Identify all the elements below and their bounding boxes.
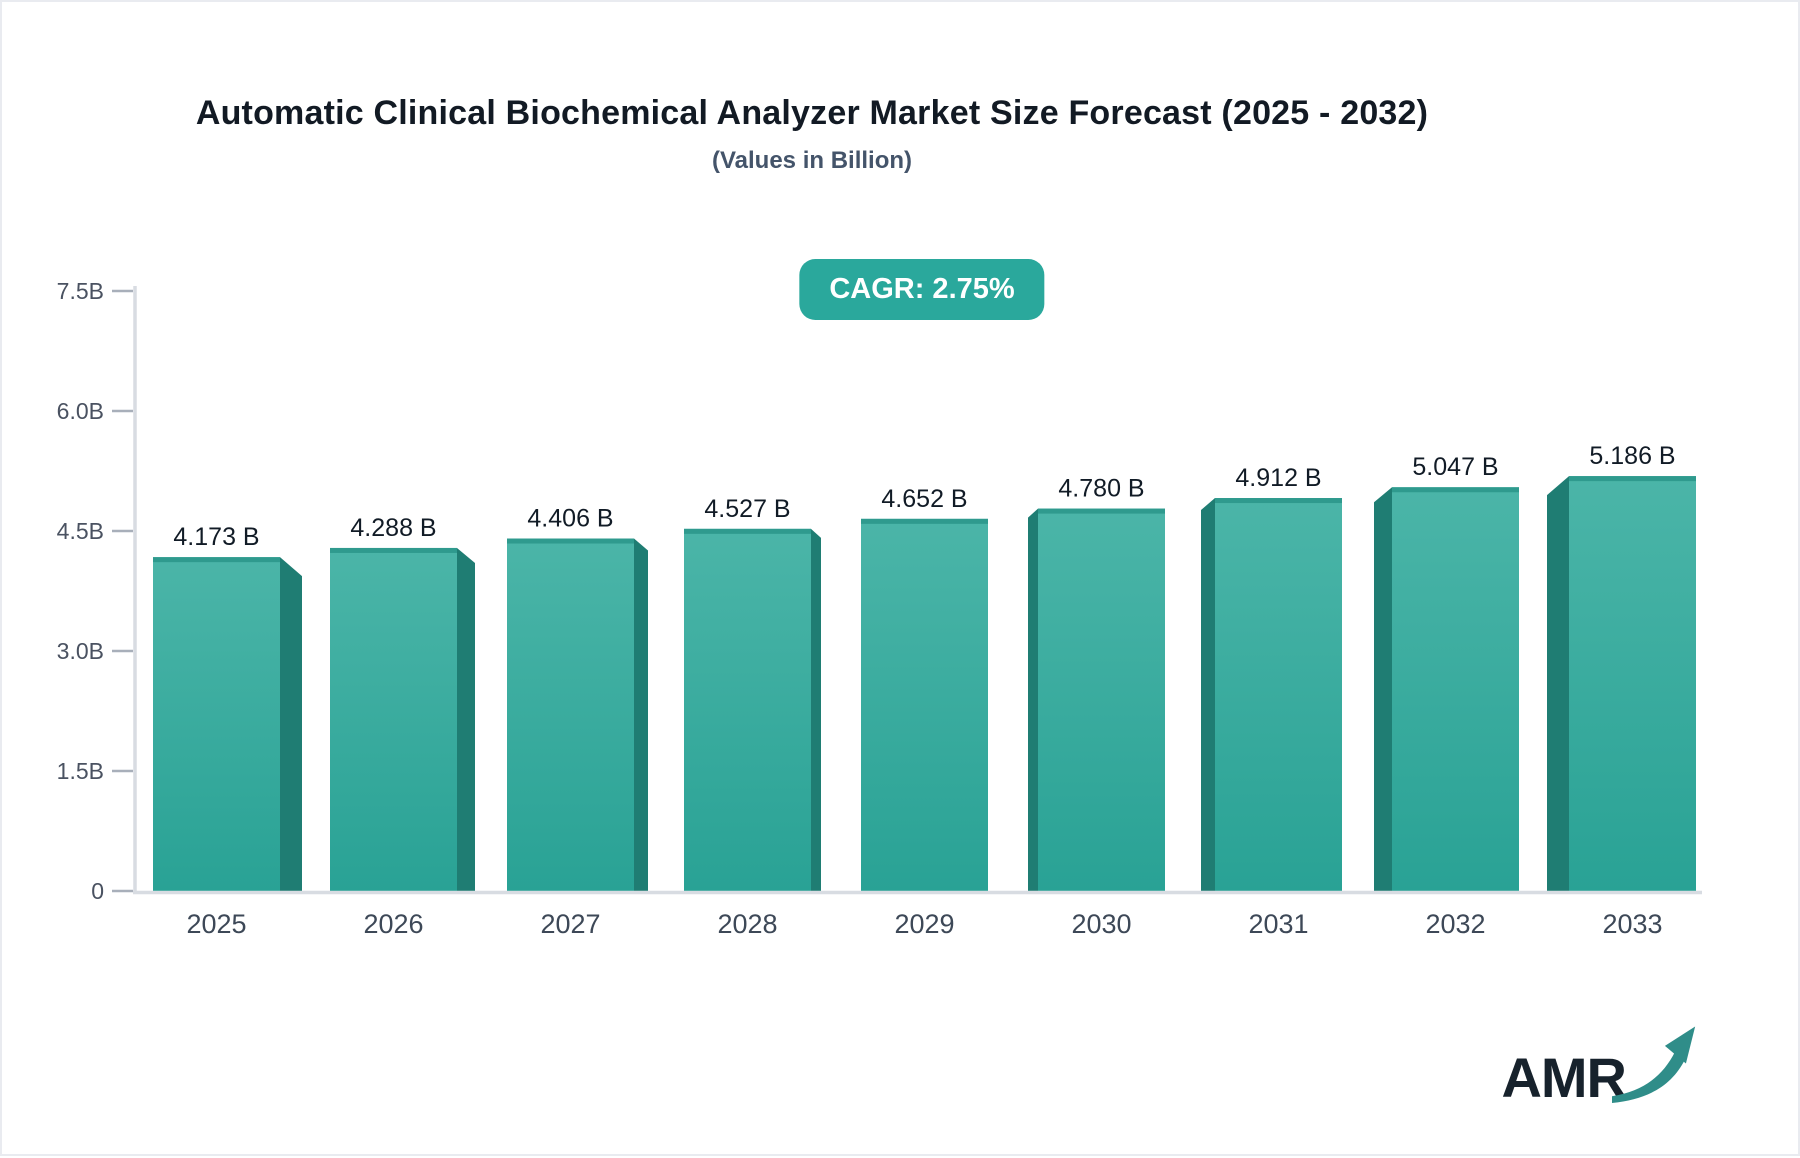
bar-top-edge — [861, 518, 988, 524]
x-axis-label: 2027 — [540, 909, 600, 939]
bar-value-label: 5.186 B — [1589, 442, 1675, 470]
bar-2028: 4.527 B 2028 — [684, 495, 821, 939]
bar-front-face — [1215, 498, 1342, 891]
bar-top-edge — [330, 547, 457, 553]
bar-side-face — [634, 538, 648, 891]
growth-arrow-icon — [1612, 1026, 1696, 1103]
bar-top-edge — [1392, 487, 1519, 493]
bar-top-edge — [507, 538, 634, 544]
bar-front-face — [1038, 508, 1165, 891]
bar-value-label: 4.912 B — [1235, 464, 1321, 492]
x-axis-label: 2031 — [1248, 909, 1308, 939]
y-tick-label: 1.5B — [57, 758, 104, 784]
bar-value-label: 4.406 B — [527, 505, 613, 533]
bar-top-edge — [153, 557, 280, 563]
bar-value-label: 4.173 B — [173, 523, 259, 551]
bar-top-edge — [1038, 508, 1165, 514]
chart-subtitle: (Values in Billion) — [711, 147, 913, 174]
y-tick-label: 4.5B — [57, 518, 104, 544]
bar-side-face — [1028, 508, 1038, 891]
amr-logo: AMR — [1501, 1020, 1696, 1106]
x-axis-label: 2029 — [894, 909, 954, 939]
chart-title: Automatic Clinical Biochemical Analyzer … — [195, 94, 1429, 132]
bar-value-label: 5.047 B — [1412, 453, 1498, 481]
bar-front-face — [507, 538, 634, 891]
bar-2033: 5.186 B 2033 — [1547, 442, 1696, 939]
bar-value-label: 4.780 B — [1058, 475, 1144, 503]
bar-side-face — [1547, 476, 1569, 891]
x-axis-label: 2033 — [1602, 909, 1662, 939]
cagr-badge: CAGR: 2.75% — [799, 259, 1045, 320]
y-tick-label: 6.0B — [57, 398, 104, 424]
bar-2025: 4.173 B 2025 — [153, 523, 302, 939]
bar-front-face — [1392, 487, 1519, 891]
bar-side-face — [1201, 498, 1215, 891]
bar-front-face — [861, 518, 988, 891]
x-axis-label: 2028 — [717, 909, 777, 939]
y-tick-label: 7.5B — [57, 278, 104, 304]
y-tick-label: 0 — [91, 878, 104, 904]
bar-2029: 4.652 B 2029 — [861, 485, 988, 939]
bar-2031: 4.912 B 2031 — [1201, 464, 1342, 939]
bar-2027: 4.406 B 2027 — [507, 505, 648, 939]
bar-2026: 4.288 B 2026 — [330, 514, 475, 939]
bar-front-face — [330, 547, 457, 891]
x-axis-label: 2025 — [186, 909, 246, 939]
bar-top-edge — [684, 528, 811, 534]
bar-side-face — [457, 547, 475, 891]
bar-2032: 5.047 B 2032 — [1374, 453, 1519, 939]
x-axis-label: 2032 — [1425, 909, 1485, 939]
bar-side-face — [811, 528, 821, 891]
bar-2030: 4.780 B 2030 — [1028, 475, 1165, 939]
x-axis-label: 2030 — [1071, 909, 1131, 939]
bar-front-face — [153, 557, 280, 891]
bar-value-label: 4.288 B — [350, 514, 436, 542]
y-tick-label: 3.0B — [57, 638, 104, 664]
bar-top-edge — [1569, 476, 1696, 482]
bar-value-label: 4.652 B — [881, 485, 967, 513]
bar-top-edge — [1215, 498, 1342, 504]
bar-side-face — [1374, 487, 1392, 891]
bar-front-face — [1569, 476, 1696, 891]
bar-front-face — [684, 528, 811, 891]
bar-side-face — [280, 557, 302, 891]
x-axis-label: 2026 — [363, 909, 423, 939]
bar-value-label: 4.527 B — [704, 495, 790, 523]
amr-logo-text: AMR — [1501, 1046, 1627, 1109]
chart-header: Automatic Clinical Biochemical Analyzer … — [2, 2, 1622, 175]
